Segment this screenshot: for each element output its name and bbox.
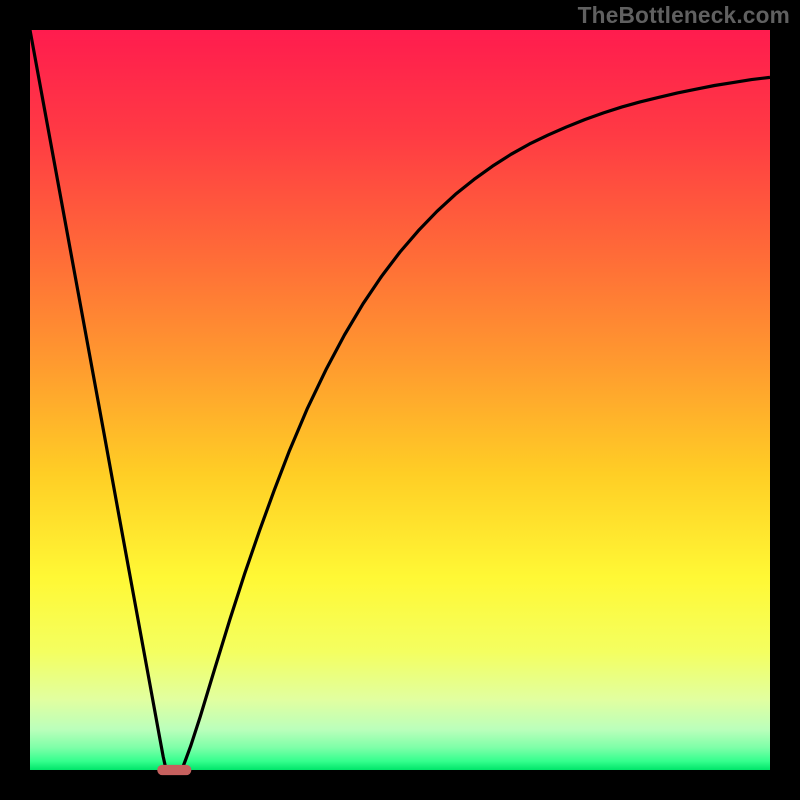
bottleneck-chart	[0, 0, 800, 800]
optimum-marker	[157, 765, 191, 775]
plot-background	[30, 30, 770, 770]
watermark-text: TheBottleneck.com	[578, 2, 790, 29]
chart-stage: TheBottleneck.com	[0, 0, 800, 800]
